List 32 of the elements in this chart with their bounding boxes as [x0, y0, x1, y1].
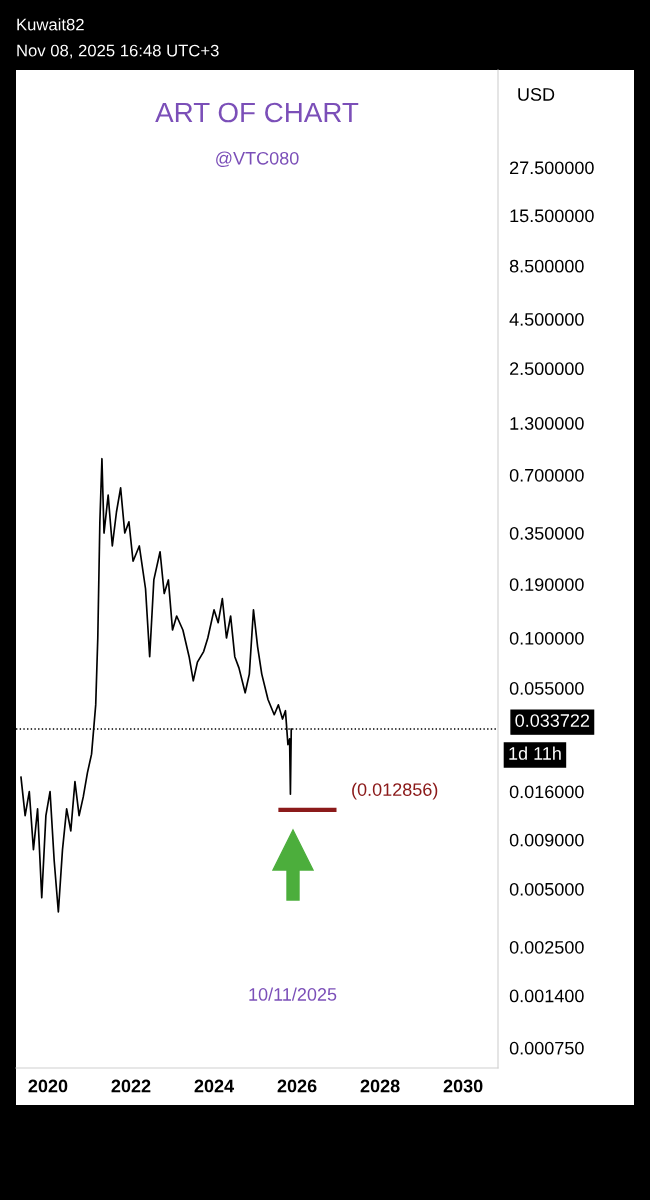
y-tick-label: 0.055000: [509, 682, 584, 695]
x-tick-label: 2030: [443, 1079, 483, 1093]
y-tick-label: 2.500000: [510, 362, 584, 376]
ref-line-label: (0.012856): [352, 782, 438, 800]
y-tick-label: 1.300000: [510, 417, 584, 430]
annotation: 10/11/2025: [249, 987, 337, 1001]
y-tick-label: 15.500000: [510, 209, 594, 223]
text: ART OF CHART: [155, 102, 359, 123]
text: @VTC080: [216, 151, 299, 167]
y-tick-label: 0.016000: [509, 785, 584, 799]
y-tick-label: 4.500000: [509, 313, 584, 326]
text: 1d 11h: [509, 746, 561, 760]
y-tick-label: 0.100000: [509, 631, 584, 645]
y-tick-label: 0.001400: [509, 989, 584, 1003]
text: Kuwait82: [17, 18, 84, 31]
y-tick-label: 0.005000: [509, 882, 584, 896]
y-tick-label: 0.000750: [509, 1041, 584, 1055]
y-tick-label: 0.350000: [509, 526, 584, 540]
y-tick-label: 8.500000: [509, 259, 584, 273]
text: Nov 08, 2025 16:48 UTC+3: [17, 44, 219, 59]
y-tick-label: 27.500000: [510, 161, 594, 175]
x-tick-label: 2020: [28, 1079, 68, 1093]
y-tick-label: 0.700000: [509, 468, 584, 482]
x-tick-label: 2024: [194, 1079, 235, 1093]
x-tick-label: 2026: [277, 1079, 317, 1093]
x-tick-label: 2022: [111, 1079, 151, 1093]
y-tick-label: 0.190000: [509, 578, 584, 591]
y-tick-label: 0.009000: [509, 833, 584, 847]
x-tick-label: 2028: [360, 1079, 400, 1093]
ref-line-label: 0.033722: [515, 714, 590, 727]
y-axis-title: USD: [518, 88, 555, 101]
y-tick-label: 0.002500: [509, 940, 584, 954]
